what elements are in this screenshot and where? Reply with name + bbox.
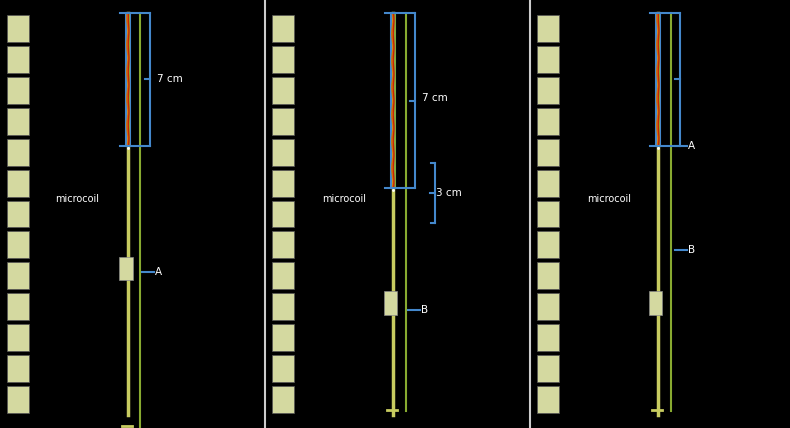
Bar bbox=[385, 291, 397, 315]
Bar bbox=[272, 108, 294, 135]
Bar bbox=[126, 13, 130, 146]
Bar bbox=[537, 232, 559, 259]
Bar bbox=[7, 262, 29, 289]
Bar bbox=[272, 139, 294, 166]
Bar bbox=[537, 201, 559, 227]
Bar bbox=[649, 291, 663, 315]
Bar bbox=[272, 355, 294, 382]
Bar bbox=[272, 232, 294, 259]
Bar bbox=[7, 232, 29, 259]
Bar bbox=[272, 77, 294, 104]
Text: microcoil: microcoil bbox=[587, 194, 631, 204]
Bar bbox=[272, 201, 294, 227]
Bar bbox=[7, 108, 29, 135]
Bar bbox=[272, 169, 294, 196]
Bar bbox=[537, 355, 559, 382]
Bar bbox=[7, 201, 29, 227]
Bar bbox=[7, 15, 29, 42]
Bar bbox=[7, 139, 29, 166]
Bar bbox=[7, 293, 29, 320]
Text: 7 cm: 7 cm bbox=[422, 93, 448, 104]
Text: 7 cm: 7 cm bbox=[157, 74, 182, 84]
Text: 3 cm: 3 cm bbox=[436, 187, 461, 198]
Bar bbox=[391, 13, 395, 188]
Bar bbox=[272, 46, 294, 73]
Bar bbox=[656, 13, 660, 146]
Bar bbox=[119, 257, 133, 280]
Bar bbox=[7, 77, 29, 104]
Text: B: B bbox=[421, 305, 428, 315]
Bar bbox=[537, 324, 559, 351]
Text: microcoil: microcoil bbox=[55, 194, 99, 204]
Bar bbox=[391, 13, 395, 188]
Bar bbox=[537, 293, 559, 320]
Bar bbox=[272, 386, 294, 413]
Bar bbox=[272, 15, 294, 42]
Bar bbox=[7, 324, 29, 351]
Bar bbox=[537, 46, 559, 73]
Bar bbox=[537, 77, 559, 104]
Bar bbox=[537, 169, 559, 196]
Bar bbox=[656, 13, 660, 146]
Text: A: A bbox=[688, 140, 695, 151]
Bar bbox=[272, 293, 294, 320]
Bar bbox=[126, 13, 130, 146]
Bar bbox=[7, 46, 29, 73]
Bar bbox=[272, 262, 294, 289]
Bar bbox=[537, 139, 559, 166]
Bar bbox=[7, 386, 29, 413]
Bar bbox=[537, 262, 559, 289]
Bar bbox=[537, 108, 559, 135]
Bar bbox=[7, 169, 29, 196]
Text: A: A bbox=[155, 267, 162, 277]
Bar bbox=[537, 386, 559, 413]
Bar bbox=[272, 324, 294, 351]
Bar bbox=[537, 15, 559, 42]
Text: B: B bbox=[688, 245, 695, 256]
Text: microcoil: microcoil bbox=[322, 194, 366, 204]
Bar bbox=[7, 355, 29, 382]
